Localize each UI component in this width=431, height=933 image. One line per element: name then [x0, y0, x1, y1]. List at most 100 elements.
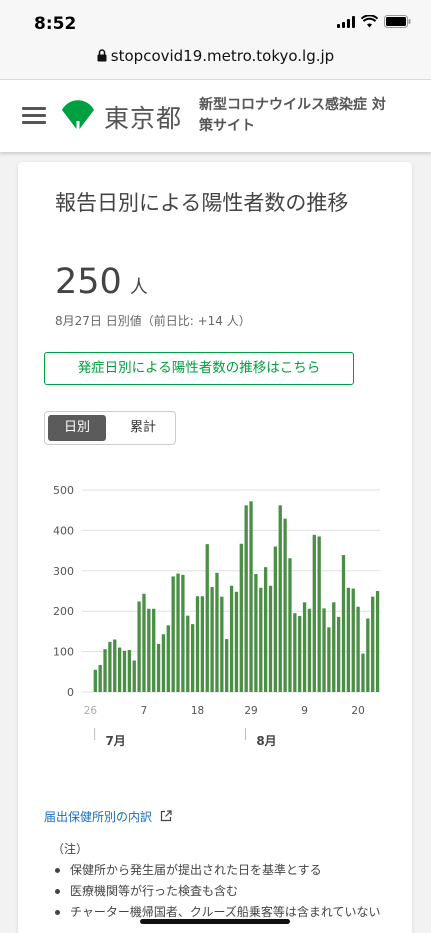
- note-item: 医療機関等が行った検査も含む: [52, 881, 392, 902]
- bar: [171, 576, 175, 692]
- bar: [200, 596, 205, 692]
- bar: [341, 555, 346, 692]
- bar: [152, 608, 156, 692]
- bar: [142, 593, 146, 692]
- bar: [293, 613, 297, 692]
- bar: [361, 653, 365, 692]
- bar: [322, 608, 326, 692]
- bar: [215, 572, 219, 692]
- site-title[interactable]: 新型コロナウイルス感染症 対策サイト: [199, 97, 386, 134]
- bar: [317, 536, 321, 692]
- tab-daily[interactable]: 日別: [48, 415, 106, 441]
- address-bar[interactable]: stopcovid19.metro.tokyo.lg.jp: [0, 38, 431, 80]
- bar: [298, 616, 302, 692]
- bar: [312, 534, 316, 692]
- wifi-icon: [361, 15, 378, 28]
- bar: [254, 574, 258, 692]
- bar: [161, 634, 166, 692]
- bar: [186, 615, 190, 692]
- month-label: 7月: [105, 734, 125, 748]
- url-text: stopcovid19.metro.tokyo.lg.jp: [110, 47, 335, 65]
- bar: [190, 624, 195, 692]
- chart-card: 報告日別による陽性者数の推移 250 人 8月27日 日別値（前日比: +14 人…: [18, 162, 412, 933]
- bar: [229, 585, 234, 692]
- bar: [220, 596, 224, 692]
- bar: [122, 650, 127, 692]
- bar: [156, 643, 161, 692]
- external-link-icon: [156, 810, 172, 824]
- x-tick-label: 7: [141, 705, 148, 717]
- bar: [332, 602, 336, 692]
- breakdown-link[interactable]: 届出保健所別の内訳: [44, 808, 172, 825]
- x-tick-label: 26: [84, 705, 98, 717]
- bar: [225, 639, 229, 692]
- onset-date-link-button[interactable]: 発症日別による陽性者数の推移はこちら: [44, 352, 354, 385]
- bar: [117, 647, 122, 692]
- bar: [307, 608, 312, 692]
- brand-name[interactable]: 東京都: [104, 104, 183, 133]
- bar: [249, 501, 253, 692]
- breakdown-link-label: 届出保健所別の内訳: [44, 810, 153, 824]
- signal-icon: [337, 15, 355, 28]
- card-title: 報告日別による陽性者数の推移: [55, 191, 349, 215]
- site-header: 東京都 新型コロナウイルス感染症 対策サイト: [0, 80, 431, 152]
- bar: [283, 518, 287, 692]
- x-tick-label: 18: [191, 705, 204, 717]
- bar: [176, 573, 180, 692]
- month-label: 8月: [256, 734, 276, 748]
- bar: [195, 596, 200, 692]
- lock-icon: [97, 48, 107, 66]
- y-tick-label: 0: [67, 686, 74, 699]
- bar: [239, 543, 243, 692]
- y-tick-label: 100: [53, 646, 74, 659]
- x-tick-label: 20: [351, 705, 364, 717]
- y-tick-label: 300: [53, 565, 74, 578]
- battery-icon: [384, 15, 411, 28]
- ginkgo-leaf-logo-icon: [58, 97, 98, 137]
- status-icons: [337, 15, 411, 28]
- bar: [210, 586, 214, 692]
- y-tick-label: 400: [53, 524, 74, 537]
- note-item: チャーター機帰国者、クルーズ船乗客等は含まれていない: [52, 902, 392, 923]
- bar: [108, 641, 112, 692]
- hamburger-menu-button[interactable]: [22, 107, 46, 125]
- y-tick-label: 200: [53, 605, 74, 618]
- bar: [259, 587, 263, 692]
- x-tick-label: 9: [301, 705, 308, 717]
- daily-count: 250 人: [55, 262, 148, 302]
- bar: [273, 546, 278, 692]
- y-tick-label: 500: [53, 484, 74, 497]
- bar: [132, 660, 136, 692]
- status-bar: 8:52: [0, 0, 431, 44]
- bar: [268, 585, 273, 692]
- bar: [288, 558, 292, 692]
- positive-cases-bar-chart: 0 100 200 300 400 500 26 7 18 29 9 20 7月 8月: [53, 484, 380, 748]
- bar: [205, 544, 209, 692]
- bar: [127, 649, 132, 692]
- bar: [137, 601, 141, 692]
- daily-cumulative-toggle: 日別 累計: [44, 411, 176, 445]
- count-value: 250: [55, 262, 122, 302]
- bar: [375, 591, 380, 692]
- bar: [147, 608, 151, 692]
- x-tick-label: 29: [244, 705, 257, 717]
- bar: [98, 664, 102, 692]
- bar: [336, 616, 341, 692]
- status-time: 8:52: [34, 14, 77, 34]
- bar: [113, 639, 117, 692]
- bar: [181, 574, 185, 692]
- notes-header: （注）: [52, 842, 89, 856]
- tab-cumulative[interactable]: 累計: [129, 420, 156, 435]
- bar: [371, 596, 375, 692]
- bar: [103, 649, 107, 692]
- note-item: 保健所から発生届が提出された日を基準とする: [52, 860, 392, 881]
- bar: [366, 618, 370, 692]
- bar: [244, 505, 248, 692]
- bar: [234, 591, 239, 692]
- bar: [278, 505, 282, 692]
- bar: [166, 625, 170, 692]
- bar: [302, 602, 307, 692]
- count-unit: 人: [129, 277, 148, 298]
- date-info: 8月27日 日別値（前日比: +14 人）: [55, 314, 251, 328]
- home-indicator: [140, 919, 290, 924]
